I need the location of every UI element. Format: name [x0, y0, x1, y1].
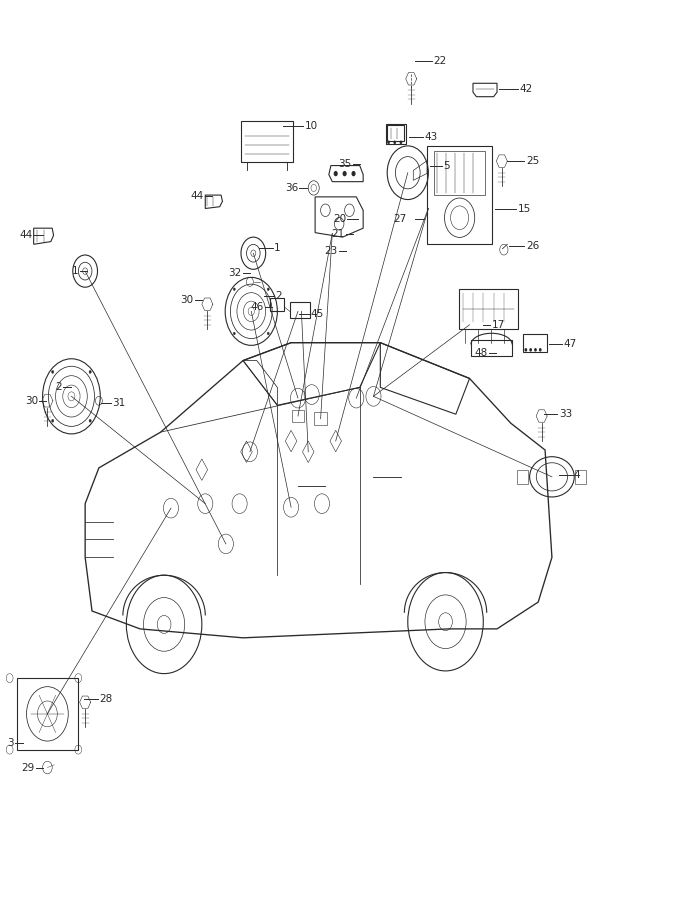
Text: 29: 29	[21, 762, 35, 772]
Text: 44: 44	[19, 230, 33, 240]
Circle shape	[539, 348, 542, 352]
Bar	[290, 302, 310, 318]
Text: 2: 2	[275, 292, 282, 302]
Text: 48: 48	[474, 348, 487, 358]
Text: 20: 20	[333, 214, 346, 224]
Bar	[434, 151, 485, 195]
Circle shape	[525, 348, 527, 352]
Text: 44: 44	[191, 191, 204, 201]
Circle shape	[51, 371, 54, 373]
Circle shape	[343, 171, 347, 176]
Text: 28: 28	[99, 694, 112, 704]
Circle shape	[393, 140, 396, 144]
Bar	[459, 289, 518, 329]
Text: 45: 45	[310, 309, 324, 319]
Text: 22: 22	[433, 56, 446, 66]
Circle shape	[89, 371, 91, 373]
Circle shape	[352, 171, 356, 176]
Circle shape	[334, 171, 338, 176]
Bar	[576, 470, 586, 484]
Text: 27: 27	[393, 214, 406, 224]
Text: 4: 4	[574, 470, 581, 480]
Text: 36: 36	[284, 183, 298, 193]
Text: 2: 2	[55, 382, 62, 392]
Bar	[427, 146, 492, 244]
Circle shape	[89, 419, 91, 422]
Text: 33: 33	[559, 410, 572, 419]
Circle shape	[233, 288, 235, 291]
Circle shape	[399, 140, 402, 144]
Text: 26: 26	[526, 241, 539, 251]
Text: 47: 47	[563, 339, 577, 349]
Text: 1: 1	[72, 266, 78, 276]
Bar	[314, 412, 327, 425]
Text: 15: 15	[518, 203, 531, 213]
Circle shape	[534, 348, 537, 352]
Text: 31: 31	[113, 399, 126, 409]
Circle shape	[388, 140, 390, 144]
Bar	[518, 470, 529, 484]
Text: 3: 3	[7, 738, 14, 749]
Bar	[242, 122, 293, 161]
Text: 30: 30	[25, 396, 38, 406]
Circle shape	[529, 348, 532, 352]
Circle shape	[267, 332, 269, 335]
Bar	[471, 340, 512, 356]
Text: 25: 25	[526, 156, 539, 166]
Bar	[271, 298, 284, 311]
Text: 23: 23	[325, 247, 338, 256]
Text: 1: 1	[274, 243, 280, 253]
Text: 10: 10	[304, 122, 318, 131]
Circle shape	[233, 332, 235, 335]
Circle shape	[267, 288, 269, 291]
Bar	[386, 124, 406, 144]
Text: 35: 35	[338, 158, 352, 169]
Text: 42: 42	[519, 84, 532, 94]
Text: 5: 5	[444, 160, 450, 171]
Text: 30: 30	[181, 294, 194, 305]
Text: 32: 32	[228, 268, 242, 278]
Circle shape	[51, 419, 54, 422]
Text: 43: 43	[424, 132, 437, 142]
Text: 21: 21	[331, 230, 345, 239]
Bar	[523, 334, 547, 352]
Bar	[388, 125, 404, 141]
Bar	[17, 678, 78, 750]
Text: 17: 17	[491, 320, 504, 329]
Bar	[292, 410, 304, 422]
Text: 46: 46	[251, 302, 264, 312]
